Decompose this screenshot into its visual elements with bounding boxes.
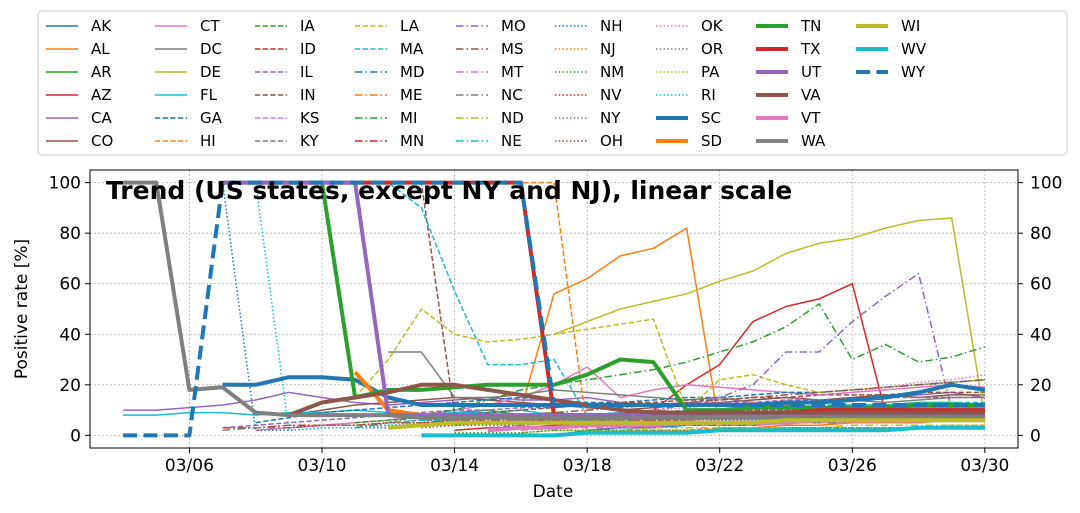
series-lines bbox=[123, 180, 986, 438]
legend-label-me: ME bbox=[400, 86, 422, 104]
y-tick-label-left: 80 bbox=[59, 224, 81, 244]
series-line-wv bbox=[421, 425, 985, 438]
legend-label-ct: CT bbox=[200, 17, 220, 35]
y-tick-label-right: 60 bbox=[1030, 275, 1052, 295]
legend-label-dc: DC bbox=[200, 40, 222, 58]
legend-label-ri: RI bbox=[701, 86, 716, 104]
legend-label-wy: WY bbox=[901, 63, 926, 81]
x-tick-label: 03/26 bbox=[828, 456, 877, 476]
legend-box bbox=[37, 10, 1068, 156]
legend-label-id: ID bbox=[300, 40, 316, 58]
legend: AK AL AR AZ CA CO CT DC DE FL GA HI IA ID IL IN KS KY LA MA… bbox=[37, 10, 1068, 156]
y-tick-label-right: 40 bbox=[1030, 325, 1052, 345]
legend-label-ok: OK bbox=[701, 17, 724, 35]
x-tick-label: 03/06 bbox=[165, 456, 214, 476]
legend-label-md: MD bbox=[400, 63, 425, 81]
y-tick-label-right: 20 bbox=[1030, 376, 1052, 396]
legend-label-az: AZ bbox=[91, 86, 112, 104]
series-line-tn bbox=[320, 182, 985, 413]
series-line-wy bbox=[123, 180, 985, 438]
legend-label-nc: NC bbox=[501, 86, 523, 104]
series-line-wi bbox=[388, 418, 985, 430]
axes: 03/06 03/10 03/14 03/18 03/22 03/26 03/30 0 0 20 2… bbox=[49, 174, 1063, 476]
x-tick-label: 03/30 bbox=[960, 456, 1009, 476]
legend-label-wv: WV bbox=[901, 40, 927, 58]
legend-label-il: IL bbox=[300, 63, 313, 81]
y-tick-label-left: 40 bbox=[59, 325, 81, 345]
series-line-wa bbox=[123, 180, 985, 420]
plot-frame bbox=[89, 169, 1019, 449]
legend-label-tn: TN bbox=[800, 17, 821, 35]
legend-label-ga: GA bbox=[200, 109, 223, 127]
y-tick-label-right: 0 bbox=[1030, 426, 1041, 446]
series-line-de bbox=[553, 217, 986, 418]
legend-label-hi: HI bbox=[200, 132, 216, 150]
y-axis-label: Positive rate [%] bbox=[12, 239, 32, 379]
legend-label-ms: MS bbox=[501, 40, 523, 58]
y-tick-label-left: 100 bbox=[49, 174, 81, 194]
legend-label-pa: PA bbox=[701, 63, 720, 81]
legend-label-tx: TX bbox=[800, 40, 820, 58]
legend-label-va: VA bbox=[801, 86, 821, 104]
series-line-mo bbox=[487, 272, 986, 429]
legend-label-al: AL bbox=[91, 40, 110, 58]
legend-label-nj: NJ bbox=[600, 40, 616, 58]
legend-label-la: LA bbox=[400, 17, 420, 35]
series-line-va bbox=[288, 382, 985, 417]
legend-label-ma: MA bbox=[400, 40, 424, 58]
legend-label-ar: AR bbox=[91, 63, 112, 81]
y-tick-label-left: 0 bbox=[70, 426, 81, 446]
legend-label-mt: MT bbox=[501, 63, 524, 81]
series-line-mt bbox=[520, 419, 985, 432]
legend-label-ny: NY bbox=[600, 109, 621, 127]
legend-label-nh: NH bbox=[600, 17, 623, 35]
legend-label-mi: MI bbox=[400, 109, 417, 127]
legend-label-sd: SD bbox=[701, 132, 722, 150]
legend-label-ne: NE bbox=[501, 132, 522, 150]
x-tick-label: 03/22 bbox=[695, 456, 744, 476]
y-tick-label-left: 60 bbox=[59, 275, 81, 295]
legend-label-fl: FL bbox=[200, 86, 218, 104]
legend-label-nd: ND bbox=[501, 109, 524, 127]
legend-label-ky: KY bbox=[300, 132, 319, 150]
series-line-ga bbox=[255, 379, 985, 424]
legend-label-mn: MN bbox=[400, 132, 424, 150]
y-tick-label-right: 80 bbox=[1030, 224, 1052, 244]
legend-label-vt: VT bbox=[801, 109, 821, 127]
y-tick-label-left: 20 bbox=[59, 376, 81, 396]
series-line-ut bbox=[222, 180, 985, 418]
legend-label-in: IN bbox=[300, 86, 316, 104]
legend-label-ak: AK bbox=[91, 17, 112, 35]
legend-label-oh: OH bbox=[600, 132, 623, 150]
legend-label-co: CO bbox=[91, 132, 113, 150]
legend-label-ut: UT bbox=[801, 63, 822, 81]
x-tick-label: 03/18 bbox=[563, 456, 612, 476]
x-axis-label: Date bbox=[533, 482, 574, 502]
legend-label-nm: NM bbox=[600, 63, 624, 81]
chart-title: Trend (US states, except NY and NJ), lin… bbox=[106, 176, 792, 205]
series-line-sc bbox=[222, 375, 986, 407]
legend-label-ia: IA bbox=[300, 17, 315, 35]
x-tick-label: 03/10 bbox=[298, 456, 347, 476]
legend-label-wa: WA bbox=[801, 132, 826, 150]
legend-label-ca: CA bbox=[91, 109, 112, 127]
legend-label-sc: SC bbox=[701, 109, 721, 127]
x-tick-label: 03/14 bbox=[430, 456, 479, 476]
legend-label-wi: WI bbox=[901, 17, 920, 35]
legend-label-de: DE bbox=[200, 63, 221, 81]
y-tick-label-right: 100 bbox=[1030, 174, 1062, 194]
legend-label-or: OR bbox=[701, 40, 723, 58]
series-line-mi bbox=[354, 303, 986, 429]
legend-label-mo: MO bbox=[501, 17, 526, 35]
legend-label-ks: KS bbox=[300, 109, 319, 127]
legend-label-nv: NV bbox=[600, 86, 622, 104]
series-line-ct bbox=[255, 366, 985, 432]
